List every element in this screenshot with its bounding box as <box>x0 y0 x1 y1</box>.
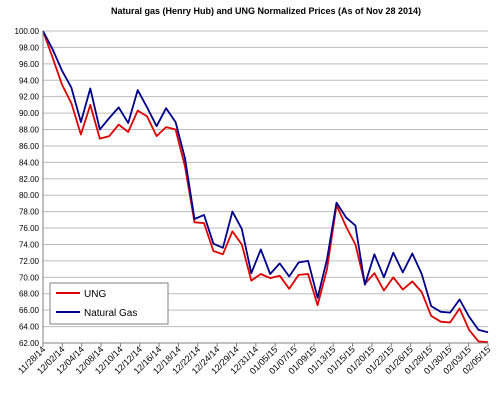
y-tick-label: 82.00 <box>19 175 40 184</box>
y-tick-label: 92.00 <box>19 93 40 102</box>
y-tick-label: 98.00 <box>19 43 40 52</box>
y-tick-label: 66.00 <box>19 306 40 315</box>
series-line-natural-gas <box>42 30 489 334</box>
series-line-ung <box>42 30 489 344</box>
x-axis-ticks: 11/28/1412/02/1412/04/1412/08/1412/10/14… <box>16 343 492 376</box>
y-tick-label: 64.00 <box>19 323 40 332</box>
y-tick-label: 78.00 <box>19 208 40 217</box>
y-tick-label: 62.00 <box>19 339 40 348</box>
axes <box>42 31 488 344</box>
legend: UNG Natural Gas <box>49 282 169 325</box>
y-tick-label: 86.00 <box>19 142 40 151</box>
y-tick-label: 80.00 <box>19 191 40 200</box>
y-tick-label: 96.00 <box>19 60 40 69</box>
y-tick-label: 100.00 <box>15 27 40 36</box>
y-tick-label: 72.00 <box>19 257 40 266</box>
y-tick-label: 76.00 <box>19 224 40 233</box>
y-tick-label: 70.00 <box>19 273 40 282</box>
y-axis-ticks: 62.00 64.00 66.00 68.00 70.00 72.00 74.00 76.00… <box>15 27 40 348</box>
y-tick-label: 94.00 <box>19 76 40 85</box>
y-tick-label: 68.00 <box>19 290 40 299</box>
y-tick-label: 74.00 <box>19 240 40 249</box>
series-lines <box>42 30 489 344</box>
legend-label-ung: UNG <box>84 289 106 300</box>
legend-box <box>49 282 169 325</box>
y-tick-label: 88.00 <box>19 126 40 135</box>
y-tick-label: 84.00 <box>19 158 40 167</box>
chart-title: Natural gas (Henry Hub) and UNG Normaliz… <box>111 6 421 16</box>
legend-label-natural-gas: Natural Gas <box>84 308 137 319</box>
gridlines <box>43 30 488 344</box>
y-tick-label: 90.00 <box>19 109 40 118</box>
